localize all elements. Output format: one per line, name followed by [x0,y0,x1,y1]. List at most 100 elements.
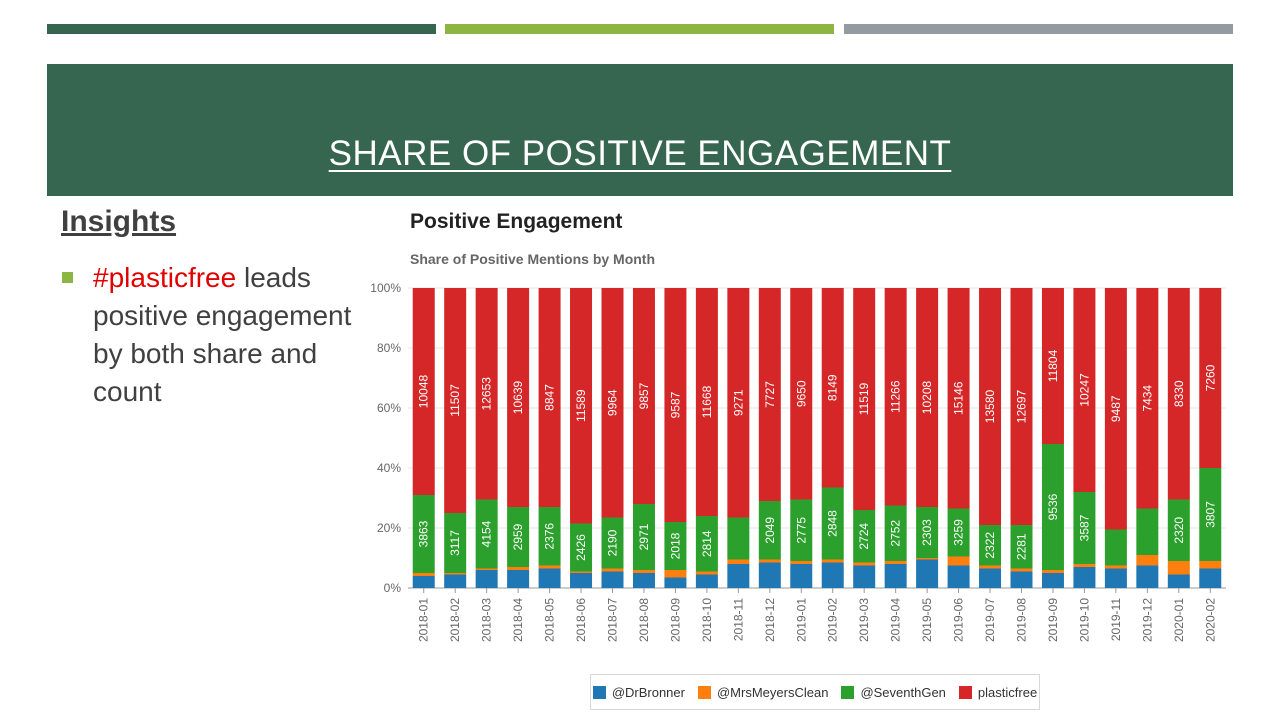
bar-segment [979,525,1002,566]
data-label: 10048 [417,374,431,408]
bar-segment [1073,567,1096,588]
data-label: 8330 [1172,380,1186,407]
data-label: 2320 [1172,517,1186,544]
bar-segment [1104,565,1127,569]
data-label: 3863 [417,520,431,547]
bar-segment [947,556,970,566]
bar-segment [884,564,907,588]
bar-segment [664,522,687,570]
bar-segment [570,571,593,573]
bar-segment [1041,573,1064,588]
bar-segment [790,288,813,500]
legend-item[interactable]: @SeventhGen [841,684,946,700]
x-tick-label: 2019-10 [1077,598,1091,642]
data-label: 2848 [826,510,840,537]
bar-segment [727,559,750,564]
data-label: 13580 [983,389,997,423]
x-tick-label: 2019-06 [952,598,966,642]
data-label: 10639 [511,380,525,414]
bar-segment [853,562,876,566]
bar-segment [444,573,467,575]
bar-segment [916,558,939,560]
bar-segment [444,513,467,573]
bar-segment [444,574,467,588]
bar-segment [916,559,939,588]
insight-highlight: #plasticfree [93,262,237,293]
bar-segment [1136,565,1159,588]
legend-swatch [697,685,711,699]
x-tick-label: 2020-02 [1203,598,1217,642]
chart-subtitle: Share of Positive Mentions by Month [410,251,656,267]
x-tick-label: 2019-04 [889,598,903,642]
bar-segment [1041,444,1064,570]
data-label: 2775 [794,517,808,544]
bar-segment [570,523,593,572]
bar-segment [475,499,498,569]
bar-segment [821,562,844,588]
x-tick-label: 2018-11 [731,598,745,641]
data-label: 11519 [857,382,871,415]
bar-segment [1010,568,1033,572]
bar-segment [821,288,844,488]
data-label: 2018 [668,532,682,559]
data-label: 9487 [1109,395,1123,422]
bar-segment [1199,468,1222,561]
legend-label: @SeventhGen [860,684,946,700]
x-tick-label: 2019-05 [920,598,934,642]
accent-bar-gray [844,24,1233,34]
data-label: 2049 [763,517,777,544]
data-label: 11668 [700,385,714,418]
bar-segment [947,508,970,557]
data-label: 8847 [543,384,557,411]
bar-segment [947,565,970,588]
bar-segment [758,288,781,501]
data-label: 2281 [1015,533,1029,560]
bar-segment [412,288,435,495]
legend-item[interactable]: plasticfree [958,685,1037,700]
title-banner [47,64,1233,196]
bar-segment [1041,288,1064,444]
legend-item[interactable]: @MrsMeyersClean [697,685,828,700]
bar-segment [570,288,593,524]
data-label: 4154 [480,520,494,547]
data-label: 2814 [700,530,714,557]
y-tick-label: 40% [377,461,401,475]
data-label: 2724 [857,523,871,550]
data-label: 3259 [952,519,966,546]
bar-segment [1167,561,1190,575]
x-tick-label: 2019-02 [826,598,840,642]
data-label: 7260 [1203,364,1217,391]
insight-bullet: #plasticfree leads positive engagement b… [93,259,368,411]
data-label: 12697 [1015,389,1029,423]
x-tick-label: 2018-12 [763,598,777,642]
x-tick-label: 2018-10 [700,598,714,642]
y-tick-label: 0% [384,581,402,595]
bar-segment [790,564,813,588]
bar-segment [884,561,907,564]
data-label: 2303 [920,519,934,546]
data-label: 2959 [511,523,525,550]
bar-segment [1136,288,1159,509]
bar-segment [1199,568,1222,588]
bar-segment [916,288,939,507]
bar-segment [538,565,561,569]
legend-item[interactable]: @DrBronner [592,685,685,700]
bar-segment [538,507,561,566]
y-tick-label: 20% [377,521,401,535]
bar-segment [1073,564,1096,567]
bar-segment [1010,571,1033,588]
bar-segment [758,559,781,563]
data-label: 9650 [794,380,808,407]
bar-segment [727,288,750,518]
bar-segment [727,564,750,588]
bar-segment [758,501,781,560]
bar-segment [632,573,655,588]
data-label: 9964 [606,389,620,416]
bar-segment [727,517,750,560]
bar-segment [570,573,593,588]
bar-segment [1167,499,1190,561]
accent-bar-dark-green [47,24,436,34]
bar-segment [758,562,781,588]
bar-segment [916,507,939,558]
insights-heading: Insights [61,205,177,238]
